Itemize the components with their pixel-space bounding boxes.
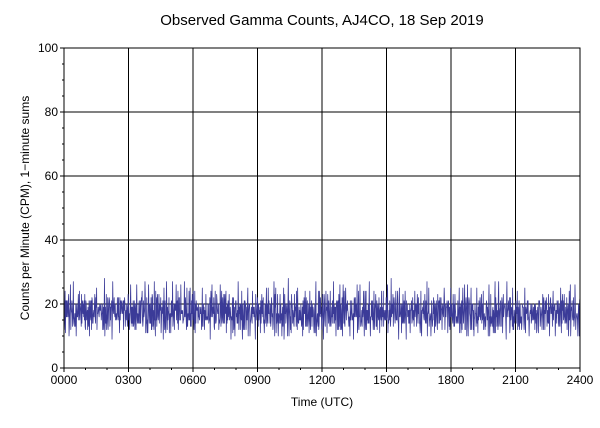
y-tick-label: 40 — [45, 233, 59, 247]
x-tick-label: 0300 — [115, 373, 142, 387]
x-tick-label: 1200 — [309, 373, 336, 387]
x-tick-label: 1500 — [373, 373, 400, 387]
y-tick-label: 20 — [45, 297, 59, 311]
y-axis-label: Counts per Minute (CPM), 1−minute sums — [18, 96, 32, 320]
tick-labels: 0000 0300 0600 0900 1200 1500 1800 2100 2400 0 20 4… — [38, 41, 594, 387]
chart-title: Observed Gamma Counts, AJ4CO, 18 Sep 201… — [160, 12, 484, 29]
axis-ticks — [60, 47, 581, 372]
x-tick-label: 1800 — [438, 373, 465, 387]
y-tick-label: 60 — [45, 169, 59, 183]
x-tick-label: 2400 — [567, 373, 594, 387]
x-tick-label: 0600 — [180, 373, 207, 387]
x-tick-label: 0900 — [244, 373, 271, 387]
x-axis-label: Time (UTC) — [291, 395, 353, 409]
x-tick-label: 0000 — [51, 373, 78, 387]
y-tick-label: 100 — [38, 41, 58, 55]
series-line-gamma-cpm — [63, 277, 581, 340]
x-tick-label: 2100 — [502, 373, 529, 387]
y-tick-label: 0 — [51, 361, 58, 375]
y-tick-label: 80 — [45, 105, 59, 119]
